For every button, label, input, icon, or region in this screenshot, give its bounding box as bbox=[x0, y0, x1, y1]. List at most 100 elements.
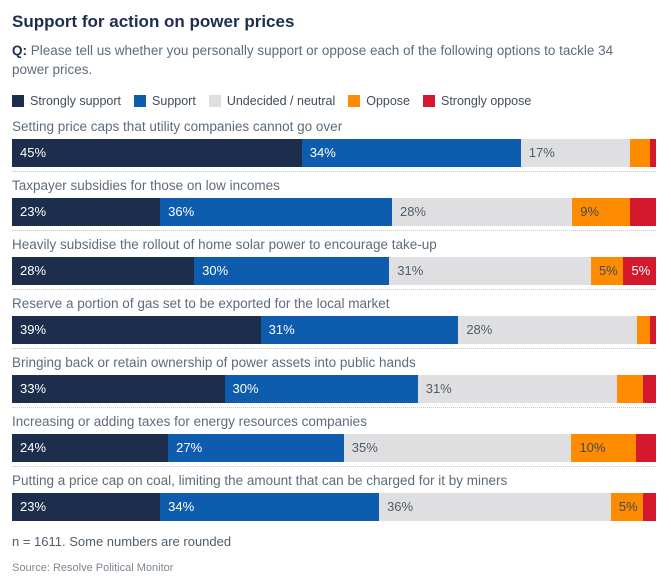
legend-item: Strongly oppose bbox=[423, 94, 531, 108]
bar-segment: 27% bbox=[168, 434, 344, 463]
bar-segment-value: 10% bbox=[579, 440, 606, 456]
question-prefix: Q: bbox=[12, 43, 27, 59]
bar-segment-value: 35% bbox=[351, 440, 378, 456]
legend-item: Strongly support bbox=[12, 94, 121, 108]
bar-segment-value: 34% bbox=[309, 145, 336, 161]
legend-item: Oppose bbox=[348, 94, 410, 108]
bar-segment: 45% bbox=[12, 139, 302, 168]
bar-segment-value: 31% bbox=[425, 381, 452, 397]
bar-segment bbox=[649, 316, 656, 345]
bar-rows: Setting price caps that utility companie… bbox=[12, 118, 656, 525]
bar-segment bbox=[630, 139, 650, 168]
bar-segment-value: 31% bbox=[268, 322, 295, 338]
bar-segment-value: 28% bbox=[466, 322, 493, 338]
bar-row: Increasing or adding taxes for energy re… bbox=[12, 413, 656, 468]
bar-segment-value: 23% bbox=[20, 204, 47, 220]
bar-segment: 10% bbox=[571, 434, 637, 463]
bar-row-label: Taxpayer subsidies for those on low inco… bbox=[12, 178, 280, 194]
question-body: Please tell us whether you personally su… bbox=[12, 43, 614, 78]
source: Source: Resolve Political Monitor bbox=[12, 562, 174, 575]
bar-segment-value: 30% bbox=[232, 381, 259, 397]
bar-segment bbox=[617, 375, 644, 404]
bar-segment-value: 5% bbox=[631, 263, 651, 279]
legend-swatch-icon bbox=[134, 95, 147, 108]
bar-segment-value: 28% bbox=[20, 263, 47, 279]
bar-row-label: Setting price caps that utility companie… bbox=[12, 119, 343, 135]
bar-row: Reserve a portion of gas set to be expor… bbox=[12, 295, 656, 350]
bar-row: Putting a price cap on coal, limiting th… bbox=[12, 472, 656, 525]
legend-swatch-icon bbox=[423, 95, 435, 108]
stacked-bar: 28% 30% 31% 5% 5% bbox=[12, 257, 656, 286]
bar-row-label: Bringing back or retain ownership of pow… bbox=[12, 355, 416, 371]
bar-segment-value: 45% bbox=[20, 145, 47, 161]
bar-row-label: Heavily subsidise the rollout of home so… bbox=[12, 237, 437, 253]
bar-segment-value: 23% bbox=[20, 499, 47, 515]
bar-row: Heavily subsidise the rollout of home so… bbox=[12, 236, 656, 291]
bar-segment: 9% bbox=[572, 198, 631, 227]
bar-segment: 23% bbox=[12, 493, 161, 522]
bar-segment: 31% bbox=[389, 257, 591, 286]
bar-row: Taxpayer subsidies for those on low inco… bbox=[12, 177, 656, 232]
bar-segment-value: 28% bbox=[399, 204, 426, 220]
bar-segment-value: 5% bbox=[598, 263, 618, 279]
bar-segment: 34% bbox=[160, 493, 380, 522]
stacked-bar: 24% 27% 35% 10% bbox=[12, 434, 656, 463]
legend-label: Oppose bbox=[366, 94, 410, 109]
bar-segment: 31% bbox=[260, 316, 459, 345]
bar-segment: 34% bbox=[301, 139, 521, 168]
bar-segment-value: 39% bbox=[20, 322, 47, 338]
bar-segment: 28% bbox=[12, 257, 195, 286]
legend-swatch-icon bbox=[348, 95, 361, 108]
bar-segment-value: 33% bbox=[20, 381, 47, 397]
bar-row-label: Putting a price cap on coal, limiting th… bbox=[12, 473, 508, 489]
bar-segment bbox=[630, 198, 656, 227]
bar-row-label: Increasing or adding taxes for energy re… bbox=[12, 414, 367, 430]
bar-segment-value: 36% bbox=[168, 204, 195, 220]
bar-row: Bringing back or retain ownership of pow… bbox=[12, 354, 656, 409]
bar-segment: 24% bbox=[12, 434, 169, 463]
legend-label: Strongly support bbox=[30, 94, 122, 109]
bar-segment: 39% bbox=[12, 316, 261, 345]
bar-segment: 31% bbox=[417, 375, 618, 404]
bar-segment-value: 5% bbox=[618, 499, 638, 515]
stacked-bar: 23% 36% 28% 9% bbox=[12, 198, 656, 227]
footnote: n = 1611. Some numbers are rounded bbox=[12, 534, 232, 550]
bar-row: Setting price caps that utility companie… bbox=[12, 118, 656, 173]
legend-label: Undecided / neutral bbox=[226, 94, 336, 109]
legend-label: Support bbox=[152, 94, 196, 109]
stacked-bar: 23% 34% 36% 5% bbox=[12, 493, 656, 522]
bar-segment: 17% bbox=[520, 139, 631, 168]
bar-segment: 28% bbox=[391, 198, 573, 227]
bar-segment bbox=[636, 434, 656, 463]
question-text: Q: Please tell us whether you personally… bbox=[12, 42, 652, 80]
bar-segment-value: 34% bbox=[168, 499, 195, 515]
bar-segment: 23% bbox=[12, 198, 161, 227]
bar-segment: 5% bbox=[610, 493, 644, 522]
bar-segment-value: 31% bbox=[397, 263, 424, 279]
bar-segment bbox=[636, 316, 650, 345]
legend-swatch-icon bbox=[208, 95, 221, 108]
bar-segment-value: 36% bbox=[387, 499, 414, 515]
bar-segment: 30% bbox=[194, 257, 390, 286]
bar-segment-value: 27% bbox=[176, 440, 203, 456]
bar-segment: 5% bbox=[590, 257, 624, 286]
bar-segment-value: 9% bbox=[580, 204, 600, 220]
bar-segment: 36% bbox=[379, 493, 611, 522]
legend: Strongly support Support Undecided / neu… bbox=[12, 94, 656, 108]
bar-segment bbox=[643, 493, 656, 522]
page-title: Support for action on power prices bbox=[12, 12, 295, 31]
bar-segment: 35% bbox=[343, 434, 572, 463]
bar-segment-value: 30% bbox=[202, 263, 229, 279]
bar-segment: 28% bbox=[458, 316, 637, 345]
legend-item: Undecided / neutral bbox=[208, 94, 336, 109]
stacked-bar: 45% 34% 17% bbox=[12, 139, 656, 168]
bar-segment-value: 24% bbox=[20, 440, 47, 456]
bar-segment bbox=[649, 139, 656, 168]
bar-segment: 36% bbox=[160, 198, 392, 227]
stacked-bar: 39% 31% 28% bbox=[12, 316, 656, 345]
bar-segment: 5% bbox=[623, 257, 656, 286]
bar-segment-value: 17% bbox=[528, 145, 555, 161]
bar-segment: 33% bbox=[12, 375, 225, 404]
bar-row-label: Reserve a portion of gas set to be expor… bbox=[12, 296, 390, 312]
